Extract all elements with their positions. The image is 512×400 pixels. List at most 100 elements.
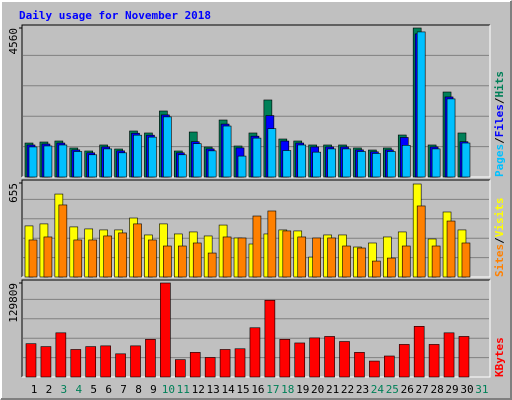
bar xyxy=(133,223,142,278)
bar xyxy=(282,150,292,178)
x-tick-label: 19 xyxy=(296,383,309,396)
bar xyxy=(309,337,320,378)
bar xyxy=(252,215,262,278)
bar xyxy=(73,239,83,278)
bar xyxy=(130,345,141,378)
legend: Sites/Visits xyxy=(493,198,506,278)
bar xyxy=(431,245,441,278)
x-tick-label: 29 xyxy=(445,383,458,396)
bar xyxy=(446,220,456,278)
bar xyxy=(118,232,127,278)
bar xyxy=(222,236,232,278)
x-tick-label: 6 xyxy=(105,383,112,396)
bar xyxy=(192,143,202,178)
bar xyxy=(43,145,53,178)
bar xyxy=(88,154,98,178)
bar xyxy=(342,245,351,278)
legend: Pages/Files/Hits xyxy=(493,71,506,177)
bar xyxy=(100,345,111,378)
panel-border xyxy=(21,279,490,377)
x-tick-label: 21 xyxy=(326,383,339,396)
x-tick-label: 11 xyxy=(177,383,190,396)
bar xyxy=(234,348,246,378)
x-tick-label: 8 xyxy=(135,383,142,396)
bar xyxy=(207,150,217,178)
bar xyxy=(178,154,187,178)
bar xyxy=(222,125,232,178)
bar xyxy=(297,236,307,278)
legend-separator: / xyxy=(493,237,506,244)
y-tick-label: 4560 xyxy=(7,28,20,55)
bar xyxy=(115,353,126,378)
x-tick-label: 9 xyxy=(150,383,157,396)
x-tick-label: 31 xyxy=(475,383,488,396)
bar xyxy=(294,342,306,378)
bar xyxy=(133,134,142,178)
bar xyxy=(372,260,381,278)
bar xyxy=(40,346,52,378)
bar xyxy=(237,155,247,178)
legend-entry: Hits xyxy=(493,71,506,98)
legend-entry: Visits xyxy=(493,198,506,238)
x-tick-label: 28 xyxy=(430,383,443,396)
x-tick-label: 2 xyxy=(46,383,53,396)
bar xyxy=(249,327,261,378)
bar xyxy=(282,230,292,278)
bar xyxy=(279,339,291,378)
bar xyxy=(372,153,381,178)
bar xyxy=(118,152,127,178)
bar xyxy=(178,245,187,278)
legend-entry: Sites xyxy=(493,244,506,277)
bar xyxy=(148,239,157,278)
x-tick-label: 30 xyxy=(460,383,473,396)
bar xyxy=(369,360,380,378)
bar xyxy=(204,357,216,378)
bar xyxy=(354,352,365,378)
x-tick-label: 25 xyxy=(386,383,399,396)
x-tick-label: 13 xyxy=(207,383,220,396)
bar xyxy=(443,332,455,378)
legend-separator: / xyxy=(493,137,506,144)
bar xyxy=(461,142,471,178)
legend-entry: Files xyxy=(493,104,506,137)
bar xyxy=(55,332,67,378)
bar xyxy=(70,349,82,378)
bar xyxy=(312,237,321,278)
x-tick-label: 17 xyxy=(266,383,279,396)
bar xyxy=(398,344,410,378)
bar xyxy=(219,349,231,378)
legend-entry: KBytes xyxy=(493,337,506,377)
bar xyxy=(25,343,37,378)
bar xyxy=(28,146,38,178)
bar xyxy=(297,144,307,178)
legend-entry: Pages xyxy=(493,144,506,177)
bar xyxy=(28,239,38,278)
bar xyxy=(58,144,68,178)
legend-separator: / xyxy=(493,97,506,104)
bar xyxy=(416,31,426,178)
bar xyxy=(73,151,83,178)
bar xyxy=(237,237,247,278)
bar xyxy=(163,245,172,278)
bar xyxy=(446,98,456,178)
bar xyxy=(458,336,470,378)
bar xyxy=(192,242,202,278)
bar xyxy=(327,148,336,178)
x-tick-label: 23 xyxy=(356,383,369,396)
legend: KBytes xyxy=(493,337,506,377)
x-tick-label: 12 xyxy=(192,383,205,396)
bar xyxy=(357,247,366,278)
bar xyxy=(264,299,276,378)
bar xyxy=(461,242,471,278)
bar xyxy=(387,151,396,178)
bar xyxy=(267,210,277,278)
bar xyxy=(103,235,112,278)
bar xyxy=(207,252,217,278)
bar xyxy=(401,145,411,178)
bar xyxy=(387,257,396,278)
x-tick-label: 4 xyxy=(75,383,82,396)
